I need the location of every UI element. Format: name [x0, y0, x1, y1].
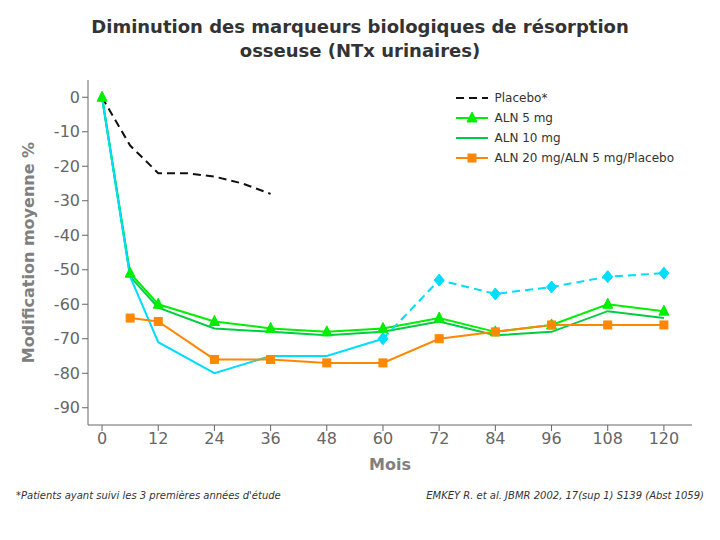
svg-text:120: 120: [649, 429, 680, 448]
svg-text:0: 0: [70, 88, 80, 107]
svg-text:108: 108: [592, 429, 623, 448]
svg-text:-80: -80: [54, 364, 80, 383]
svg-text:Modification moyenne %: Modification moyenne %: [19, 142, 38, 363]
html-text:*Patients ayant suivi les 3 pr: *Patients ayant suivi les 3 premières an…: [16, 490, 281, 501]
svg-text:48: 48: [317, 429, 337, 448]
html-text:EMKEY R. et al. JBMR 2002, 17(: EMKEY R. et al. JBMR 2002, 17(sup 1) S13…: [426, 490, 704, 501]
svg-text:-10: -10: [54, 122, 80, 141]
html-text:ALN 10 mg: ALN 10 mg: [494, 131, 561, 145]
svg-text:-50: -50: [54, 260, 80, 279]
svg-text:-90: -90: [54, 398, 80, 417]
html-text:Placebo*: Placebo*: [494, 91, 548, 105]
svg-text:36: 36: [260, 429, 280, 448]
svg-text:72: 72: [429, 429, 449, 448]
html-text:ALN 20 mg/ALN 5 mg/Placebo: ALN 20 mg/ALN 5 mg/Placebo: [494, 151, 674, 165]
svg-text:0: 0: [97, 429, 107, 448]
svg-text:-70: -70: [54, 329, 80, 348]
svg-text:12: 12: [148, 429, 168, 448]
svg-text:-20: -20: [54, 157, 80, 176]
svg-text:24: 24: [204, 429, 224, 448]
svg-text:60: 60: [373, 429, 393, 448]
svg-text:-60: -60: [54, 295, 80, 314]
svg-text:-30: -30: [54, 191, 80, 210]
svg-text:-40: -40: [54, 226, 80, 245]
svg-text:96: 96: [541, 429, 561, 448]
svg-text:Mois: Mois: [369, 455, 411, 474]
html-text:ALN 5 mg: ALN 5 mg: [494, 111, 553, 125]
html-text:Diminution des marqueurs biolo: Diminution des marqueurs biologiques de …: [91, 16, 629, 61]
svg-text:84: 84: [485, 429, 505, 448]
